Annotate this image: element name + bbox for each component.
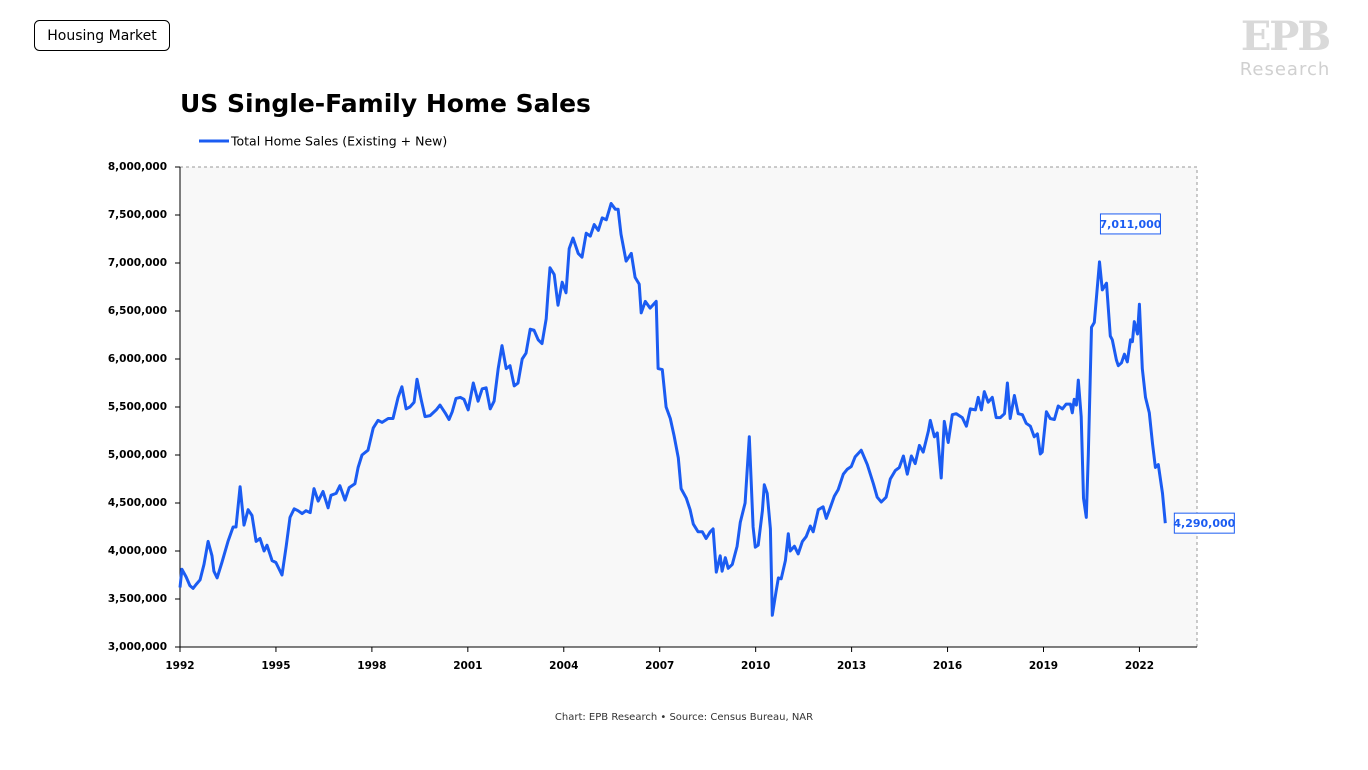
- series-line: [178, 202, 1167, 617]
- x-tick-label: 2004: [549, 660, 578, 672]
- y-tick-label: 4,500,000: [108, 497, 167, 509]
- tag-box: [34, 20, 170, 51]
- x-tick-label: 2007: [645, 660, 674, 672]
- annotation-box: [1173, 512, 1235, 534]
- logo-sub: Research: [1240, 59, 1331, 80]
- x-tick-label: 1992: [165, 660, 194, 672]
- y-tick-label: 5,500,000: [108, 401, 167, 413]
- chart-title: US Single-Family Home Sales: [180, 89, 591, 118]
- x-tick-label: 2022: [1125, 660, 1154, 672]
- y-tick-label: 6,000,000: [108, 353, 167, 365]
- y-tick-label: 6,500,000: [108, 305, 167, 317]
- source: Chart: EPB Research • Source: Census Bur…: [555, 712, 813, 723]
- y-tick-label: 3,000,000: [108, 641, 167, 653]
- x-tick-label: 2016: [933, 660, 962, 672]
- legend-label: Total Home Sales (Existing + New): [230, 134, 447, 149]
- x-tick-label: 2019: [1029, 660, 1058, 672]
- y-tick-label: 7,000,000: [108, 257, 167, 269]
- tag: Housing Market: [47, 28, 157, 44]
- plot-area: [180, 167, 1197, 647]
- logo: EPB: [1241, 13, 1330, 60]
- annotation: 4,290,000: [1173, 517, 1235, 530]
- y-tick-label: 3,500,000: [108, 593, 167, 605]
- x-tick-label: 2010: [741, 660, 770, 672]
- y-tick-label: 5,000,000: [108, 449, 167, 461]
- x-tick-label: 2013: [837, 660, 866, 672]
- annotation-box: [1099, 213, 1161, 235]
- x-tick-label: 2001: [453, 660, 482, 672]
- y-tick-label: 8,000,000: [108, 161, 167, 173]
- y-tick-label: 4,000,000: [108, 545, 167, 557]
- annotation: 7,011,000: [1099, 218, 1161, 231]
- x-tick-label: 1998: [357, 660, 386, 672]
- plot-border: [180, 166, 1198, 647]
- y-tick-label: 7,500,000: [108, 209, 167, 221]
- x-tick-label: 1995: [261, 660, 290, 672]
